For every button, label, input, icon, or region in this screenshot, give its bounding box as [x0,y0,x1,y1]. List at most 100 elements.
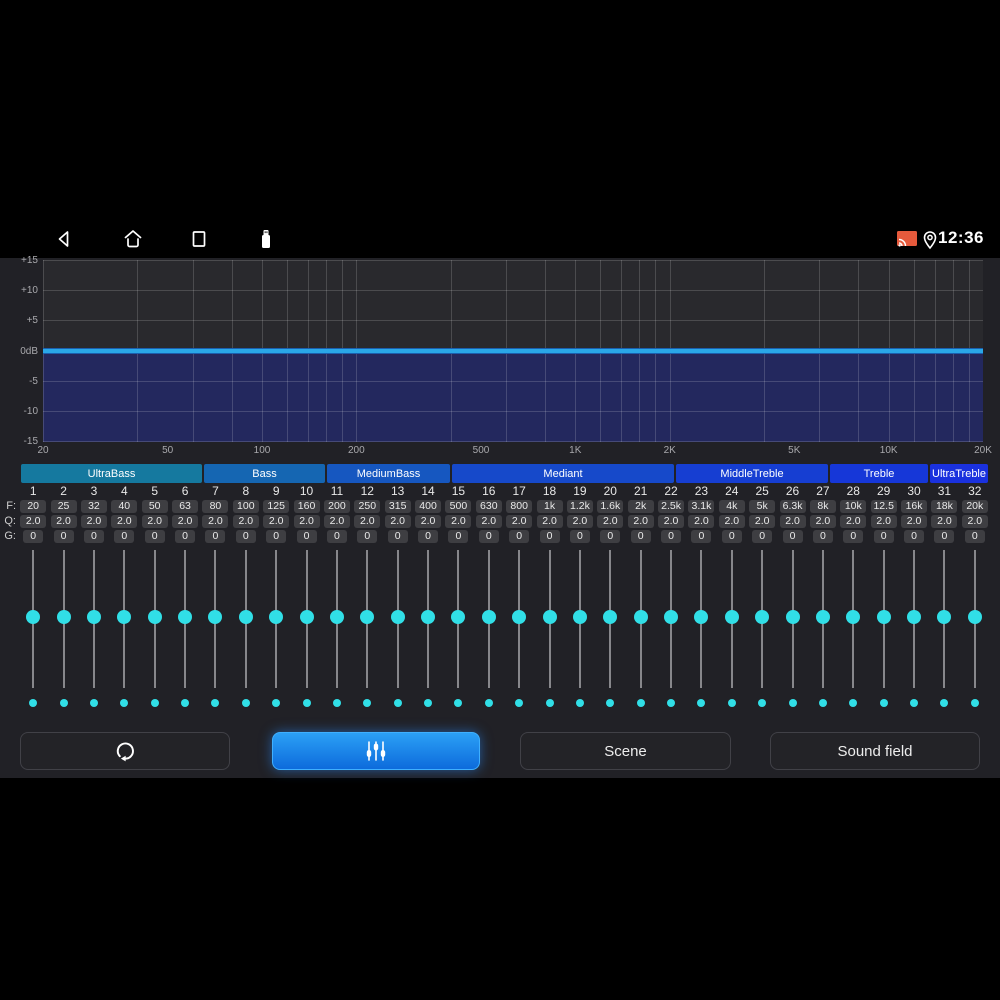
gain-value[interactable]: 0 [782,530,803,543]
band-dot[interactable] [59,699,68,707]
slider-knob[interactable] [755,610,770,624]
band-dot[interactable] [575,699,584,707]
gain-value[interactable]: 0 [23,530,44,543]
q-value[interactable]: 2.0 [232,515,259,528]
freq-value[interactable]: 50 [141,500,168,513]
band-dot[interactable] [910,699,919,707]
q-value[interactable]: 2.0 [111,515,138,528]
band-dot[interactable] [667,699,676,707]
freq-value[interactable]: 4k [718,500,745,513]
freq-value[interactable]: 400 [415,500,442,513]
q-value[interactable]: 2.0 [901,515,928,528]
gain-value[interactable]: 0 [357,530,378,543]
q-value[interactable]: 2.0 [445,515,472,528]
q-value[interactable]: 2.0 [293,515,320,528]
gain-value[interactable]: 0 [144,530,165,543]
slider-knob[interactable] [481,610,496,624]
sound-field-button[interactable]: Sound field [770,732,980,770]
band-dot[interactable] [515,699,524,707]
gain-value[interactable]: 0 [630,530,651,543]
freq-value[interactable]: 6.3k [779,500,806,513]
band-dot[interactable] [363,699,372,707]
gain-value[interactable]: 0 [235,530,256,543]
slider-knob[interactable] [299,610,314,624]
freq-value[interactable]: 1.2k [566,500,593,513]
q-value[interactable]: 2.0 [202,515,229,528]
gain-value[interactable]: 0 [721,530,742,543]
band-dot[interactable] [818,699,827,707]
slider-knob[interactable] [451,610,466,624]
band-dot[interactable] [484,699,493,707]
q-value[interactable]: 2.0 [20,515,47,528]
gain-value[interactable]: 0 [934,530,955,543]
gain-value[interactable]: 0 [661,530,682,543]
freq-value[interactable]: 315 [384,500,411,513]
gain-value[interactable]: 0 [539,530,560,543]
gain-value[interactable]: 0 [53,530,74,543]
q-value[interactable]: 2.0 [172,515,199,528]
q-value[interactable]: 2.0 [931,515,958,528]
recents-icon[interactable] [187,227,211,251]
band-dot[interactable] [302,699,311,707]
scene-button[interactable]: Scene [520,732,731,770]
band-dot[interactable] [29,699,38,707]
gain-value[interactable]: 0 [569,530,590,543]
slider-knob[interactable] [86,610,101,624]
gain-value[interactable]: 0 [448,530,469,543]
band-dot[interactable] [849,699,858,707]
slider-knob[interactable] [390,610,405,624]
q-value[interactable]: 2.0 [779,515,806,528]
slider-knob[interactable] [572,610,587,624]
q-value[interactable]: 2.0 [354,515,381,528]
q-value[interactable]: 2.0 [597,515,624,528]
gain-value[interactable]: 0 [964,530,985,543]
slider-knob[interactable] [815,610,830,624]
usb-icon[interactable] [254,227,278,251]
slider-knob[interactable] [633,610,648,624]
band-dot[interactable] [393,699,402,707]
equalizer-button[interactable] [272,732,480,770]
slider-knob[interactable] [694,610,709,624]
freq-value[interactable]: 2.5k [658,500,685,513]
slider-knob[interactable] [542,610,557,624]
slider-knob[interactable] [907,610,922,624]
freq-value[interactable]: 80 [202,500,229,513]
freq-value[interactable]: 5k [749,500,776,513]
gain-value[interactable]: 0 [904,530,925,543]
band-dot[interactable] [545,699,554,707]
band-dot[interactable] [636,699,645,707]
q-value[interactable]: 2.0 [870,515,897,528]
gain-value[interactable]: 0 [509,530,530,543]
slider-knob[interactable] [785,610,800,624]
q-value[interactable]: 2.0 [323,515,350,528]
band-dot[interactable] [454,699,463,707]
slider-knob[interactable] [512,610,527,624]
q-value[interactable]: 2.0 [688,515,715,528]
freq-value[interactable]: 8k [809,500,836,513]
freq-value[interactable]: 25 [50,500,77,513]
band-dot[interactable] [606,699,615,707]
band-dot[interactable] [758,699,767,707]
q-value[interactable]: 2.0 [627,515,654,528]
slider-knob[interactable] [117,610,132,624]
slider-knob[interactable] [876,610,891,624]
q-value[interactable]: 2.0 [961,515,988,528]
slider-knob[interactable] [208,610,223,624]
gain-value[interactable]: 0 [873,530,894,543]
q-value[interactable]: 2.0 [384,515,411,528]
band-dot[interactable] [241,699,250,707]
q-value[interactable]: 2.0 [658,515,685,528]
slider-knob[interactable] [421,610,436,624]
slider-knob[interactable] [360,610,375,624]
gain-value[interactable]: 0 [812,530,833,543]
slider-knob[interactable] [26,610,41,624]
slider-knob[interactable] [269,610,284,624]
slider-knob[interactable] [178,610,193,624]
gain-value[interactable]: 0 [83,530,104,543]
q-value[interactable]: 2.0 [536,515,563,528]
band-dot[interactable] [940,699,949,707]
gain-value[interactable]: 0 [175,530,196,543]
q-value[interactable]: 2.0 [415,515,442,528]
freq-value[interactable]: 32 [80,500,107,513]
slider-knob[interactable] [238,610,253,624]
